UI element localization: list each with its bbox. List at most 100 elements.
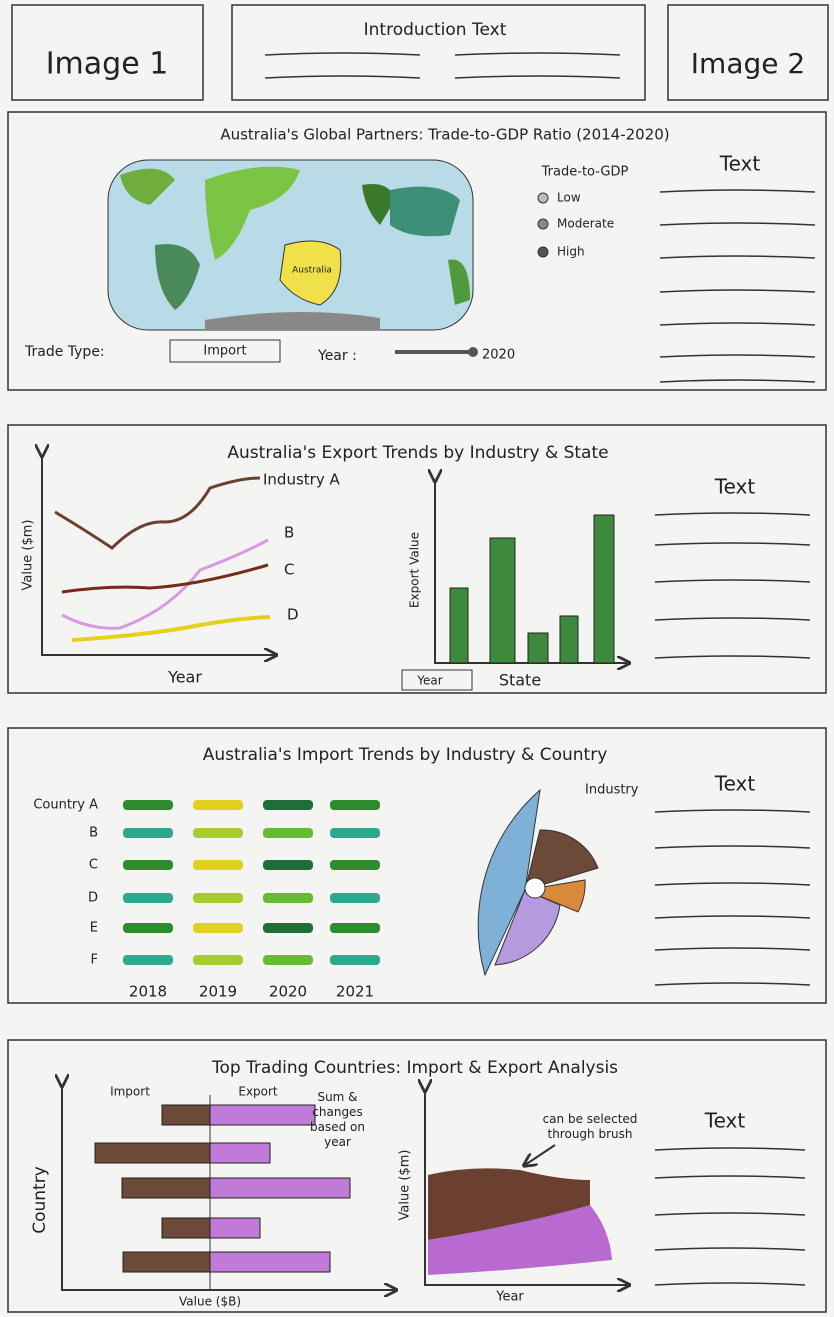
line-c — [61, 563, 269, 594]
dropdown-value[interactable]: Year — [416, 674, 442, 688]
axis-label: Value ($m) — [398, 1150, 413, 1221]
text-placeholder-line — [264, 75, 421, 79]
text-placeholder-line — [654, 579, 811, 583]
text-placeholder-line — [659, 379, 816, 383]
axes — [62, 1085, 395, 1290]
text-placeholder-line — [264, 52, 421, 56]
heatmap-cell — [193, 955, 243, 965]
axis-label: Year — [495, 1290, 524, 1305]
text-placeholder-line — [654, 1147, 806, 1151]
text-heading: Text — [704, 1109, 746, 1133]
pie-label: Industry — [585, 783, 639, 798]
export-bar — [209, 1104, 316, 1126]
arrow — [525, 1144, 556, 1165]
export-bar — [209, 1177, 351, 1199]
bar — [489, 537, 516, 664]
legend-title: Trade-to-GDP — [541, 165, 629, 180]
text-placeholder-line — [654, 882, 811, 886]
year-dropdown[interactable] — [401, 669, 473, 691]
line-d — [71, 615, 271, 642]
australia — [279, 240, 342, 306]
series-label: Industry A — [263, 471, 340, 489]
heatmap-cell — [123, 860, 173, 870]
heatmap-cell — [330, 828, 380, 838]
pie-sector — [477, 788, 541, 977]
heatmap-cell — [123, 893, 173, 903]
slider-value: 2020 — [482, 348, 515, 363]
heatmap-cell — [193, 893, 243, 903]
landmass — [448, 259, 470, 305]
text-placeholder-line — [654, 947, 811, 951]
section-title: Top Trading Countries: Import & Export A… — [211, 1058, 618, 1078]
area — [428, 1205, 612, 1275]
line-b — [61, 538, 269, 630]
section-title: Australia's Global Partners: Trade-to-GD… — [220, 126, 669, 144]
axis-label: Year — [167, 668, 202, 687]
heatmap-cell — [123, 828, 173, 838]
map-label: Australia — [292, 266, 332, 276]
intro-title: Introduction Text — [364, 20, 507, 40]
image-1-box — [11, 4, 204, 101]
heatmap-cell — [263, 828, 313, 838]
slider-knob[interactable] — [468, 347, 478, 357]
import-bar — [121, 1177, 211, 1199]
image-2-box — [667, 4, 829, 101]
row-label: B — [89, 826, 98, 841]
column-label: 2021 — [336, 983, 374, 1001]
text-heading: Text — [719, 152, 761, 176]
text-placeholder-line — [654, 1282, 806, 1286]
heatmap-cell — [123, 923, 173, 933]
text-placeholder-line — [659, 289, 816, 293]
column-label: 2019 — [199, 983, 237, 1001]
axis-label: Value ($B) — [179, 1295, 241, 1309]
import-bar — [161, 1104, 211, 1126]
trading-section — [7, 1039, 827, 1313]
legend-marker — [537, 192, 549, 204]
pie-hole — [524, 877, 546, 899]
text-placeholder-line — [654, 1247, 806, 1251]
import-bar — [94, 1142, 211, 1164]
text-placeholder-line — [654, 617, 811, 621]
text-placeholder-line — [659, 189, 816, 193]
row-label: C — [89, 858, 98, 873]
export-section — [7, 424, 827, 694]
row-label: F — [91, 953, 98, 968]
intro-box — [231, 4, 646, 101]
bar-note: Sum & changes based on year — [310, 1090, 365, 1149]
heatmap-cell — [263, 860, 313, 870]
area — [428, 1168, 590, 1240]
legend-label: High — [557, 245, 585, 259]
axis-label: Export Value — [408, 532, 422, 608]
pie-sector — [524, 829, 599, 891]
heatmap-cell — [263, 955, 313, 965]
heatmap-cell — [193, 860, 243, 870]
row-label: D — [88, 891, 98, 906]
text-placeholder-line — [654, 542, 811, 546]
column-label: 2020 — [269, 983, 307, 1001]
bar-label: Import — [110, 1085, 150, 1099]
landmass — [205, 166, 300, 260]
text-placeholder-line — [454, 75, 621, 79]
heatmap-cell — [123, 955, 173, 965]
trade-type-dropdown[interactable] — [169, 339, 281, 363]
brush-note: can be selected through brush — [542, 1112, 638, 1141]
heatmap-cell — [330, 923, 380, 933]
control-label: Year : — [317, 348, 357, 364]
heatmap-cell — [263, 923, 313, 933]
series-label: B — [284, 524, 294, 542]
axes — [425, 1090, 628, 1285]
heatmap-cell — [193, 800, 243, 810]
axis-label: Value ($m) — [21, 520, 36, 591]
legend-label: Moderate — [557, 217, 614, 231]
dropdown-value[interactable]: Import — [203, 344, 246, 359]
text-placeholder-line — [654, 982, 811, 986]
landmass — [390, 186, 460, 237]
text-placeholder-line — [654, 809, 811, 813]
heatmap-cell — [330, 800, 380, 810]
text-placeholder-line — [454, 52, 621, 56]
import-section — [7, 727, 827, 1004]
import-bar — [122, 1251, 211, 1273]
image-1-label: Image 1 — [46, 47, 169, 82]
